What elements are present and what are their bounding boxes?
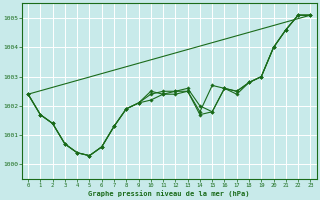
X-axis label: Graphe pression niveau de la mer (hPa): Graphe pression niveau de la mer (hPa) (89, 190, 250, 197)
